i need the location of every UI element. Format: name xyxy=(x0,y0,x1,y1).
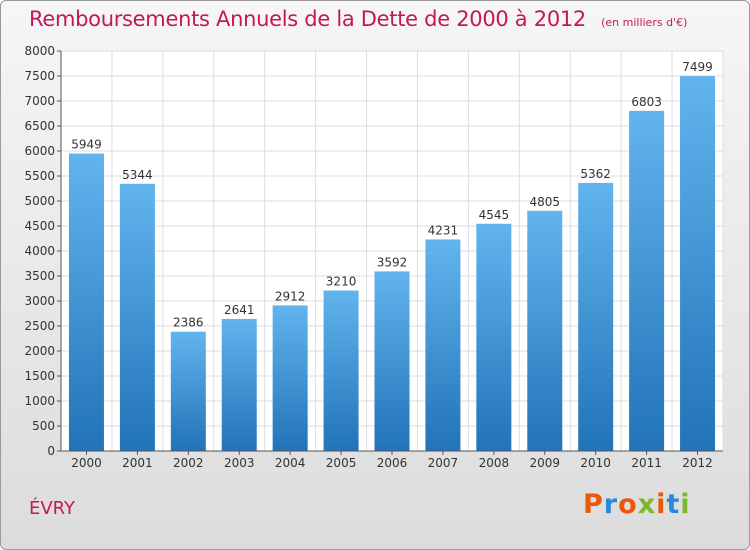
x-tick-label-2012: 2012 xyxy=(682,456,713,470)
y-tick-label: 5500 xyxy=(24,169,55,183)
logo-letter: P xyxy=(583,489,604,520)
value-label-2006: 3592 xyxy=(377,255,408,269)
logo-letter: i xyxy=(656,489,667,520)
value-label-2002: 2386 xyxy=(173,316,204,330)
y-tick-label: 0 xyxy=(47,444,55,458)
y-tick-label: 3000 xyxy=(24,294,55,308)
bar-2010 xyxy=(578,182,614,451)
x-tick-label-2004: 2004 xyxy=(275,456,306,470)
bar-2008 xyxy=(476,223,512,451)
y-tick-label: 7000 xyxy=(24,94,55,108)
bar-2003 xyxy=(221,318,257,451)
value-label-2008: 4545 xyxy=(479,208,510,222)
value-label-2001: 5344 xyxy=(122,168,153,182)
y-tick-label: 2000 xyxy=(24,344,55,358)
value-label-2009: 4805 xyxy=(529,195,560,209)
value-label-2012: 7499 xyxy=(682,60,713,74)
bar-2004 xyxy=(272,305,308,451)
y-tick-label: 6000 xyxy=(24,144,55,158)
value-label-2010: 5362 xyxy=(580,167,611,181)
x-tick-label-2003: 2003 xyxy=(224,456,255,470)
x-tick-label-2001: 2001 xyxy=(122,456,153,470)
x-tick-label-2008: 2008 xyxy=(479,456,510,470)
x-tick-label-2005: 2005 xyxy=(326,456,357,470)
bar-2009 xyxy=(527,210,563,451)
bar-2002 xyxy=(170,331,206,451)
x-tick-label-2010: 2010 xyxy=(580,456,611,470)
bar-2005 xyxy=(323,290,359,451)
y-tick-label: 5000 xyxy=(24,194,55,208)
y-tick-label: 1000 xyxy=(24,394,55,408)
logo-letter: o xyxy=(618,489,638,520)
y-tick-label: 3500 xyxy=(24,269,55,283)
value-label-2000: 5949 xyxy=(71,138,102,152)
x-tick-label-2000: 2000 xyxy=(71,456,102,470)
x-tick-label-2007: 2007 xyxy=(428,456,459,470)
proxiti-logo: Proxiti xyxy=(583,489,691,520)
x-tick-label-2006: 2006 xyxy=(377,456,408,470)
bar-2012 xyxy=(680,76,716,452)
y-tick-label: 4000 xyxy=(24,244,55,258)
bar-2001 xyxy=(119,183,155,452)
x-tick-label-2011: 2011 xyxy=(631,456,662,470)
y-tick-label: 500 xyxy=(32,419,55,433)
logo-letter: t xyxy=(666,489,681,520)
y-tick-label: 1500 xyxy=(24,369,55,383)
logo-letter: x xyxy=(637,489,657,520)
chart-title: Remboursements Annuels de la Dette de 20… xyxy=(29,7,586,31)
bar-2006 xyxy=(374,271,410,451)
y-tick-label: 6500 xyxy=(24,119,55,133)
value-label-2011: 6803 xyxy=(631,95,662,109)
title-row: Remboursements Annuels de la Dette de 20… xyxy=(29,7,687,31)
value-label-2004: 2912 xyxy=(275,289,306,303)
value-label-2003: 2641 xyxy=(224,303,255,317)
chart-subtitle: (en milliers d'€) xyxy=(601,16,688,29)
bar-2011 xyxy=(629,110,665,451)
value-label-2007: 4231 xyxy=(428,223,459,237)
bar-2000 xyxy=(68,153,104,452)
bar-2007 xyxy=(425,239,461,451)
y-tick-label: 2500 xyxy=(24,319,55,333)
y-tick-label: 4500 xyxy=(24,219,55,233)
y-tick-label: 7500 xyxy=(24,69,55,83)
logo-letter: i xyxy=(680,489,691,520)
x-tick-label-2009: 2009 xyxy=(529,456,560,470)
logo-letter: r xyxy=(603,489,619,520)
value-label-2005: 3210 xyxy=(326,275,357,289)
city-name: ÉVRY xyxy=(29,498,76,519)
x-tick-label-2002: 2002 xyxy=(173,456,204,470)
y-tick-label: 8000 xyxy=(24,44,55,58)
